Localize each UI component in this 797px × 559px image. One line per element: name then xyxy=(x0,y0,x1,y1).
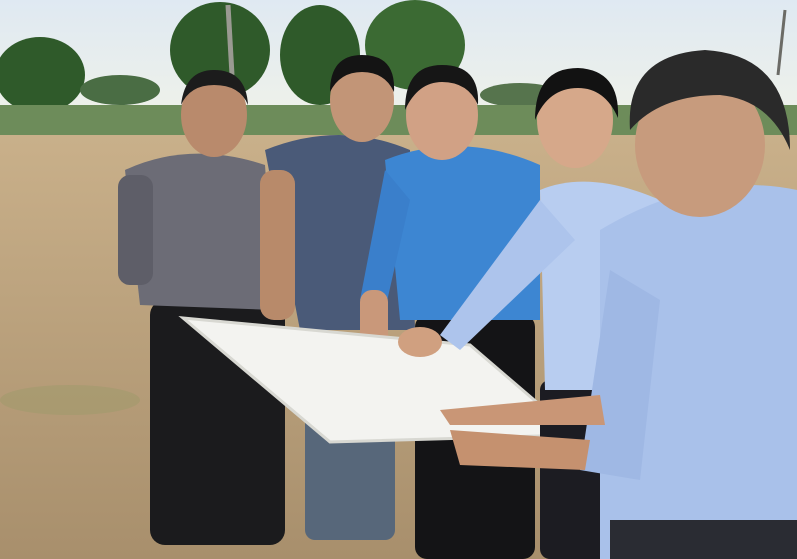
head xyxy=(406,70,478,160)
hair xyxy=(405,65,479,110)
arm xyxy=(440,395,605,425)
head xyxy=(537,72,613,168)
hair xyxy=(181,70,248,105)
utility-pole xyxy=(225,4,235,76)
shirt xyxy=(125,153,275,310)
hair xyxy=(330,55,395,92)
hair xyxy=(629,50,790,150)
head xyxy=(635,73,765,217)
sleeve xyxy=(440,200,575,350)
tree xyxy=(0,37,85,113)
head xyxy=(330,58,394,142)
hand xyxy=(398,327,442,357)
arm xyxy=(260,170,295,320)
tree xyxy=(80,75,160,105)
dry-grass xyxy=(0,385,140,415)
shirt xyxy=(600,185,797,559)
tree xyxy=(170,2,270,98)
trousers xyxy=(610,520,797,559)
arm xyxy=(450,430,590,470)
hair xyxy=(535,68,619,120)
sleeve xyxy=(580,270,660,480)
person xyxy=(440,50,797,559)
sleeve xyxy=(360,170,410,310)
arm xyxy=(118,175,153,285)
head xyxy=(181,73,247,157)
utility-pole xyxy=(776,9,787,76)
